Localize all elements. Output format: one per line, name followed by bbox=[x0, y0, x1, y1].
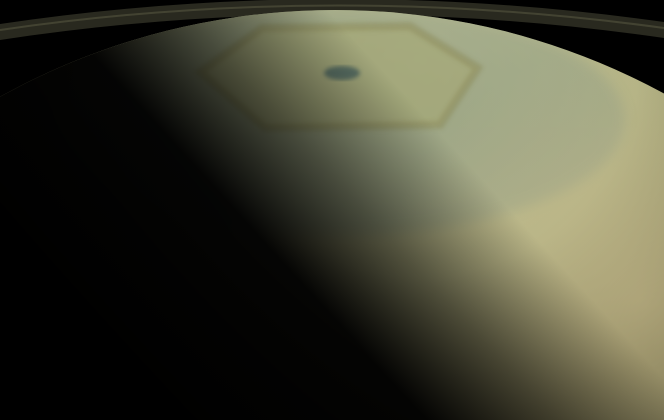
ring-line bbox=[0, 4, 664, 31]
